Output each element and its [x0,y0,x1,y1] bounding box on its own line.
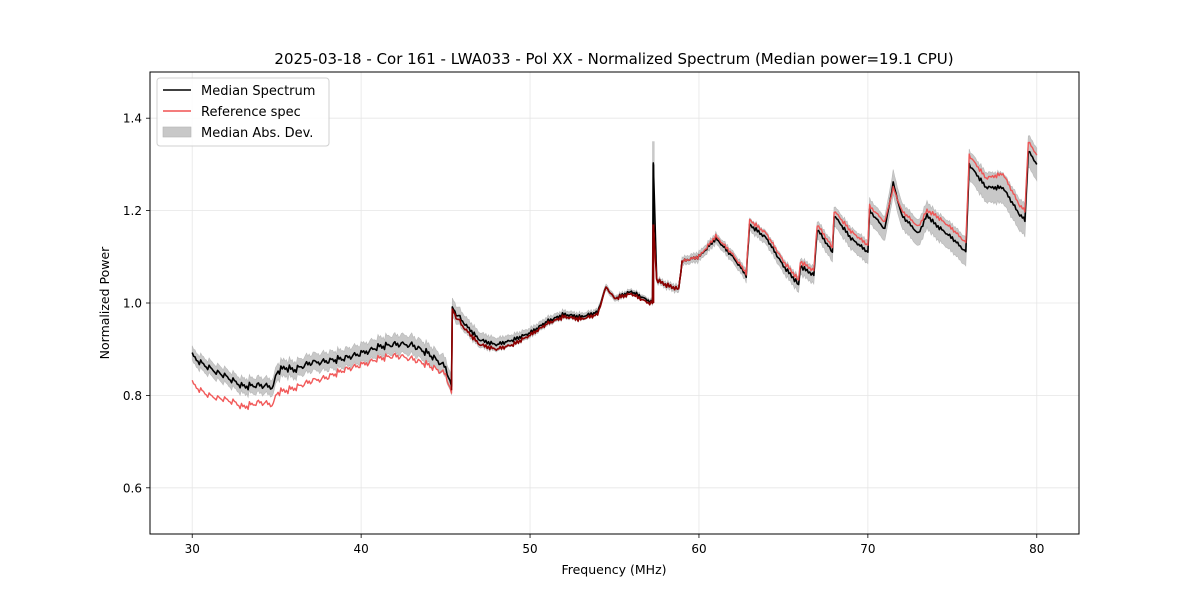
y-tick-label: 0.8 [123,389,142,403]
legend-label-mad: Median Abs. Dev. [201,126,313,141]
mad-band [191,135,1038,399]
legend-label-reference: Reference spec [201,105,301,120]
overlap-line [450,222,683,391]
chart-title: 2025-03-18 - Cor 161 - LWA033 - Pol XX -… [274,50,953,68]
series-lines [191,141,1038,411]
x-tick-label: 30 [185,542,200,556]
legend-swatch-mad [162,126,192,138]
y-tick-label: 0.6 [123,481,142,495]
mad-band-group [191,135,1038,399]
x-tick-label: 60 [691,542,706,556]
y-tick-label: 1.0 [123,297,142,311]
legend: Median Spectrum Reference spec Median Ab… [156,77,330,147]
x-tick-label: 50 [522,542,537,556]
legend-box [156,77,330,147]
y-axis-label: Normalized Power [97,246,112,360]
y-tick-label: 1.2 [123,204,142,218]
x-axis-ticks: 30 40 50 60 70 80 [185,534,1044,556]
x-tick-label: 70 [860,542,875,556]
legend-label-median: Median Spectrum [201,84,315,99]
y-tick-label: 1.4 [123,112,142,126]
x-tick-label: 40 [353,542,368,556]
x-axis-label: Frequency (MHz) [561,562,666,577]
x-tick-label: 80 [1029,542,1044,556]
y-axis-ticks: 0.6 0.8 1.0 1.2 1.4 [123,112,150,495]
